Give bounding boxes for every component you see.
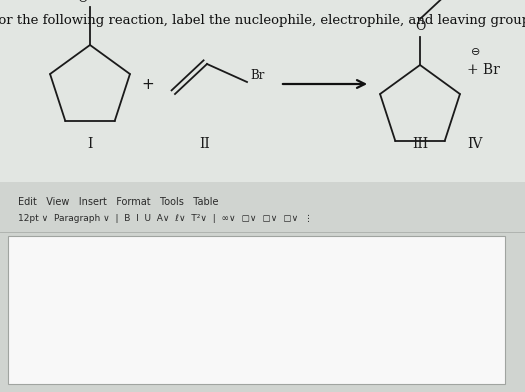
Text: III: III [412, 137, 428, 151]
Text: II: II [200, 137, 211, 151]
Text: Edit   View   Insert   Format   Tools   Table: Edit View Insert Format Tools Table [18, 197, 218, 207]
FancyBboxPatch shape [8, 236, 505, 384]
Text: O: O [415, 20, 425, 33]
FancyBboxPatch shape [0, 182, 525, 392]
Text: IV: IV [467, 137, 482, 151]
FancyBboxPatch shape [0, 192, 525, 272]
Text: I: I [87, 137, 93, 151]
Text: 12pt ∨  Paragraph ∨  |  B  I  U  A∨  ℓ∨  T²∨  |  ∞∨  ▢∨  ▢∨  ▢∨  ⋮: 12pt ∨ Paragraph ∨ | B I U A∨ ℓ∨ T²∨ | ∞… [18, 214, 313, 223]
FancyBboxPatch shape [0, 0, 525, 187]
Text: +: + [142, 76, 154, 91]
Text: + Br: + Br [467, 63, 500, 77]
Text: O: O [77, 0, 87, 5]
FancyBboxPatch shape [0, 0, 525, 192]
Text: For the following reaction, label the nucleophile, electrophile, and leaving gro: For the following reaction, label the nu… [0, 14, 525, 27]
Text: ⊖: ⊖ [471, 47, 481, 57]
Text: Br: Br [250, 69, 265, 82]
